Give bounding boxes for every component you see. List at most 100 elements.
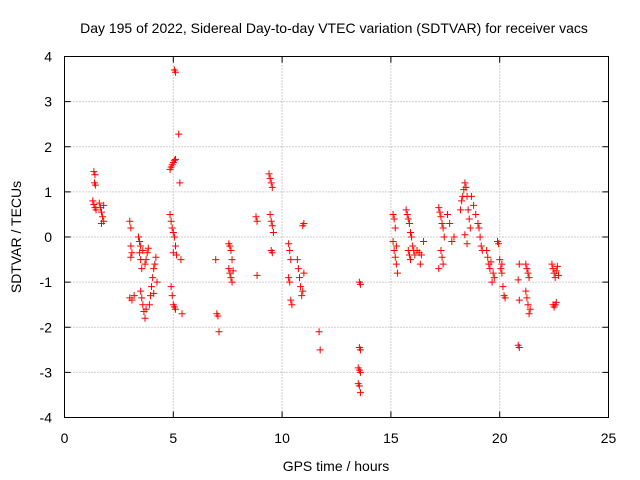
y-tick-label: 3 [44,94,52,110]
data-point [355,382,363,390]
data-point [143,249,151,257]
data-point [285,240,293,248]
data-point [393,269,401,277]
data-point [97,219,105,227]
y-axis-label: SDTVAR / TECUs [8,181,24,293]
data-point [356,389,364,397]
data-point [416,260,424,268]
chart-title: Day 195 of 2022, Sidereal Day-to-day VTE… [80,20,588,36]
data-point [265,170,273,178]
data-point [294,265,302,273]
data-point [171,242,179,250]
data-point [435,204,443,212]
data-point [137,242,145,250]
data-point [168,224,176,232]
data-point [315,328,323,336]
y-tick-label: 0 [44,229,52,245]
data-point [212,256,220,264]
y-tick-label: -4 [40,410,53,426]
axis-ticks: 0 5 10 15 20 25 -4 -3 -2 -1 0 1 2 3 4 [40,49,617,447]
data-point [461,179,469,187]
data-point [404,247,412,255]
data-point [228,256,236,264]
data-point [461,231,469,239]
data-point [450,233,458,241]
data-point [402,206,410,214]
data-point [178,310,186,318]
data-point [463,240,471,248]
data-point [420,238,428,246]
data-point [177,256,185,264]
data-point [100,201,108,209]
data-point [501,294,509,302]
data-point [438,253,446,261]
data-point [526,305,534,313]
data-point [436,208,444,216]
data-point [151,260,159,268]
data-point [356,280,364,288]
data-point [408,233,416,241]
data-point [126,217,134,225]
data-point [170,233,178,241]
data-point [288,301,296,309]
data-point [390,215,398,223]
data-point [252,213,260,221]
x-tick-label: 0 [61,430,69,446]
data-point [487,258,495,266]
data-point [92,206,100,214]
data-point [525,274,533,282]
data-point [437,247,445,255]
data-point [169,249,177,257]
data-point [462,183,470,191]
data-point [524,269,532,277]
data-point [215,328,223,336]
data-point [167,283,175,291]
data-point [287,296,295,304]
data-point [552,298,560,306]
data-point [97,208,105,216]
data-point [514,276,522,284]
data-point [268,249,276,257]
data-point [136,238,144,246]
y-tick-label: 2 [44,139,52,155]
y-tick-label: 1 [44,184,52,200]
data-point [523,265,531,273]
data-point [227,247,235,255]
data-point [499,283,507,291]
data-point [448,238,456,246]
data-point [498,260,506,268]
data-point [229,267,237,275]
data-point [269,228,277,236]
data-point [214,312,222,320]
data-point [475,224,483,232]
data-point [404,215,412,223]
data-point [268,222,276,230]
data-point [227,274,235,282]
data-point [392,242,400,250]
data-point [176,179,184,187]
y-tick-label: -3 [40,364,53,380]
data-point [552,267,560,275]
data-point [411,251,419,259]
data-point [137,287,145,295]
data-point [458,197,466,205]
data-point [89,197,97,205]
data-point [150,289,158,297]
data-point [437,213,445,221]
data-point [356,346,364,354]
data-point [90,201,98,209]
data-point [446,219,454,227]
data-point [148,283,156,291]
data-point [457,206,465,214]
data-point [296,274,304,282]
data-point [486,265,494,273]
data-point [169,228,177,236]
y-tick-label: -2 [40,319,53,335]
data-point [171,305,179,313]
data-point [90,168,98,176]
data-point [497,265,505,273]
data-point [287,256,295,264]
data-point [403,210,411,218]
data-point [167,217,175,225]
